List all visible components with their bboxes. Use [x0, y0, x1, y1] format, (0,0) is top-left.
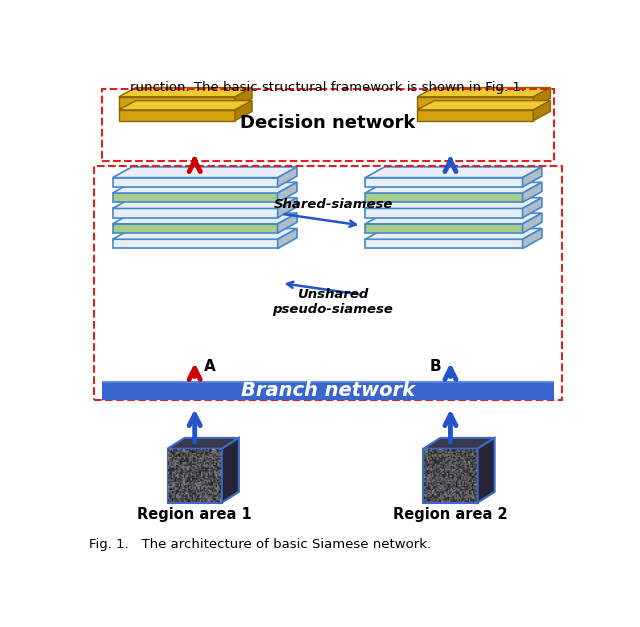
Polygon shape — [365, 193, 522, 203]
Polygon shape — [533, 88, 550, 108]
Polygon shape — [278, 198, 297, 218]
Polygon shape — [278, 182, 297, 203]
Polygon shape — [278, 228, 297, 248]
Polygon shape — [113, 167, 297, 177]
Text: Decision network: Decision network — [240, 114, 416, 132]
Bar — [102, 381, 554, 383]
Polygon shape — [417, 110, 533, 120]
Polygon shape — [417, 101, 550, 110]
Polygon shape — [365, 224, 522, 233]
Text: Shared-siamese: Shared-siamese — [273, 198, 393, 211]
Polygon shape — [113, 240, 278, 248]
Polygon shape — [522, 213, 542, 233]
Text: Fig. 1.   The architecture of basic Siamese network.: Fig. 1. The architecture of basic Siames… — [90, 539, 431, 551]
Polygon shape — [365, 208, 522, 218]
Text: runction. The basic structural framework is shown in Fig. 1.: runction. The basic structural framework… — [131, 82, 525, 95]
Polygon shape — [278, 167, 297, 187]
Text: Unshared
pseudo-siamese: Unshared pseudo-siamese — [273, 288, 394, 317]
Polygon shape — [417, 88, 550, 97]
Polygon shape — [222, 438, 239, 503]
Text: Region area 2: Region area 2 — [393, 507, 508, 522]
Polygon shape — [119, 97, 235, 108]
Polygon shape — [119, 110, 235, 120]
Polygon shape — [365, 198, 542, 208]
Polygon shape — [423, 438, 495, 449]
Polygon shape — [278, 213, 297, 233]
Polygon shape — [522, 228, 542, 248]
Text: Region area 1: Region area 1 — [138, 507, 252, 522]
Polygon shape — [119, 101, 252, 110]
Text: B: B — [429, 359, 441, 374]
Polygon shape — [113, 228, 297, 240]
Polygon shape — [119, 88, 252, 97]
Polygon shape — [365, 182, 542, 193]
Polygon shape — [522, 167, 542, 187]
Polygon shape — [365, 213, 542, 224]
Bar — [102, 382, 554, 400]
Polygon shape — [365, 177, 522, 187]
Polygon shape — [417, 97, 533, 108]
Polygon shape — [477, 438, 495, 503]
Polygon shape — [533, 101, 550, 120]
Polygon shape — [365, 240, 522, 248]
Text: A: A — [204, 359, 216, 374]
Polygon shape — [168, 449, 222, 503]
Polygon shape — [235, 101, 252, 120]
Polygon shape — [522, 198, 542, 218]
Polygon shape — [113, 198, 297, 208]
Polygon shape — [168, 438, 239, 449]
Polygon shape — [113, 193, 278, 203]
Polygon shape — [113, 177, 278, 187]
Polygon shape — [423, 449, 477, 503]
Polygon shape — [365, 228, 542, 240]
Polygon shape — [365, 167, 542, 177]
Polygon shape — [113, 182, 297, 193]
Polygon shape — [113, 208, 278, 218]
Text: Branch network: Branch network — [241, 381, 415, 401]
Polygon shape — [113, 213, 297, 224]
Polygon shape — [113, 224, 278, 233]
Polygon shape — [522, 182, 542, 203]
Polygon shape — [235, 88, 252, 108]
